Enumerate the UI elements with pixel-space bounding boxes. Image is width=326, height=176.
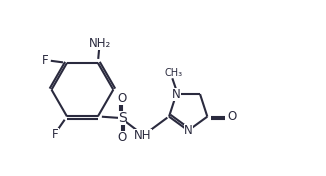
Text: F: F xyxy=(42,54,49,67)
Text: N: N xyxy=(172,88,181,101)
Text: N: N xyxy=(184,124,193,137)
Text: O: O xyxy=(117,92,127,105)
Text: NH: NH xyxy=(134,129,152,142)
Text: NH₂: NH₂ xyxy=(88,37,111,50)
Text: O: O xyxy=(117,131,127,144)
Text: F: F xyxy=(52,128,59,141)
Text: S: S xyxy=(118,111,126,125)
Text: O: O xyxy=(228,110,237,123)
Text: CH₃: CH₃ xyxy=(165,68,183,78)
